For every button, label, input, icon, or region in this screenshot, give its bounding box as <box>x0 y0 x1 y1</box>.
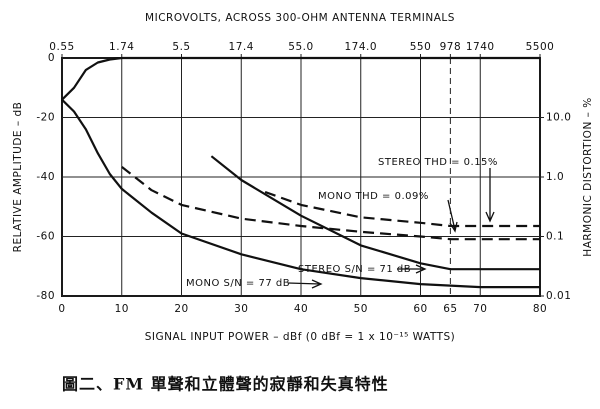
arrow <box>397 264 427 274</box>
annotation: MONO S/N = 77 dB <box>186 278 290 289</box>
x2-tick-label: 0.55 <box>49 41 74 53</box>
y2-axis-title: HARMONIC DISTORTION – % <box>582 97 594 256</box>
x-tick-label: 30 <box>234 303 248 315</box>
x-tick-label: 60 <box>413 303 427 315</box>
x2-tick-label: 550 <box>410 41 432 53</box>
x-tick-label: 40 <box>294 303 308 315</box>
y-axis-title: RELATIVE AMPLITUDE – dB <box>12 102 24 253</box>
y2-tick-label: 1.0 <box>546 171 564 183</box>
annotation: MONO THD = 0.09% <box>318 191 429 202</box>
x-tick-label: 70 <box>473 303 487 315</box>
top-axis-title: MICROVOLTS, ACROSS 300-OHM ANTENNA TERMI… <box>145 12 455 24</box>
x2-tick-label: 17.4 <box>229 41 254 53</box>
y2-tick-label: 10.0 <box>546 112 571 124</box>
y2-tick-label: 0.01 <box>546 290 571 302</box>
caption: 圖二、FM 單聲和立體聲的寂靜和失真特性 <box>62 375 389 394</box>
y-tick-label: -40 <box>36 171 55 183</box>
x-tick-label: 10 <box>115 303 129 315</box>
x2-tick-label: 1740 <box>466 41 495 53</box>
x-tick-label: 50 <box>354 303 368 315</box>
series-line <box>210 155 540 271</box>
arrow <box>485 168 495 223</box>
y-tick-label: 0 <box>48 52 55 64</box>
series-line <box>61 56 540 101</box>
x-tick-label: 65 <box>443 303 457 315</box>
x-tick-label: 0 <box>58 303 65 315</box>
x2-tick-label: 5.5 <box>172 41 190 53</box>
x-tick-label: 20 <box>174 303 188 315</box>
series-line <box>121 166 540 241</box>
x2-tick-label: 55.0 <box>288 41 313 53</box>
x2-tick-label: 174.0 <box>344 41 377 53</box>
x2-tick-label: 1.74 <box>109 41 134 53</box>
y-tick-label: -20 <box>36 112 55 124</box>
series-line <box>61 98 540 289</box>
x-tick-label: 80 <box>533 303 547 315</box>
annotation: STEREO S/N = 71 dB <box>298 264 411 275</box>
y-tick-label: -60 <box>36 231 55 243</box>
x2-tick-label: 5500 <box>526 41 555 53</box>
x2-tick-label: 978 <box>440 41 462 53</box>
arrow <box>287 279 323 289</box>
y-tick-label: -80 <box>36 290 55 302</box>
y2-tick-label: 0.1 <box>546 231 564 243</box>
x-axis-title: SIGNAL INPUT POWER – dBf (0 dBf = 1 x 10… <box>145 331 456 343</box>
series-line <box>264 190 540 228</box>
annotation: STEREO THD = 0.15% <box>378 157 498 168</box>
